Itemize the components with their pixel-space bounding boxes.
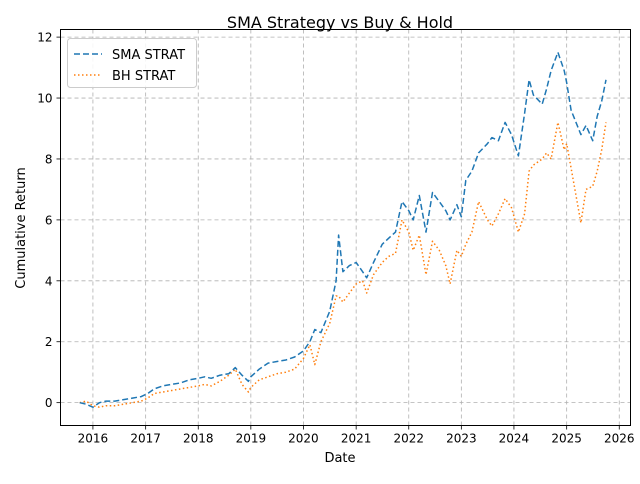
series-line-sma-strat bbox=[79, 51, 607, 408]
legend-label-bh-strat: BH STRAT bbox=[112, 69, 175, 84]
y-tick-label: 2 bbox=[45, 335, 53, 349]
grid bbox=[60, 29, 631, 426]
y-tick-label: 12 bbox=[37, 31, 52, 45]
y-tick-label: 10 bbox=[37, 92, 52, 106]
x-tick-label: 2023 bbox=[446, 432, 477, 446]
legend: SMA STRAT BH STRAT bbox=[67, 38, 197, 88]
x-axis-label: Date bbox=[324, 451, 355, 466]
x-tick-label: 2018 bbox=[183, 432, 214, 446]
x-tick-label: 2017 bbox=[130, 432, 161, 446]
legend-label-sma-strat: SMA STRAT bbox=[112, 48, 185, 63]
y-tick-label: 8 bbox=[45, 152, 53, 166]
x-tick-label: 2016 bbox=[78, 432, 109, 446]
y-tick-label: 4 bbox=[45, 274, 53, 288]
x-tick-label: 2024 bbox=[499, 432, 530, 446]
legend-box bbox=[67, 38, 197, 88]
x-tick-label: 2025 bbox=[551, 432, 582, 446]
y-tick-label: 6 bbox=[45, 213, 53, 227]
x-tick-label: 2022 bbox=[393, 432, 424, 446]
x-tick-label: 2020 bbox=[288, 432, 319, 446]
plot-frame bbox=[60, 29, 631, 426]
x-tick-label: 2019 bbox=[236, 432, 267, 446]
x-tick-label: 2026 bbox=[604, 432, 635, 446]
series-line-bh-strat bbox=[79, 121, 607, 408]
x-tick-label: 2021 bbox=[341, 432, 372, 446]
series-lines bbox=[79, 51, 607, 408]
y-tick-label: 0 bbox=[45, 396, 53, 410]
axis-ticks: 2016 2017 2018 2019 2020 2021 2022 2023 2024 2025… bbox=[37, 31, 634, 446]
chart-title: SMA Strategy vs Buy & Hold bbox=[227, 13, 453, 32]
y-axis-label: Cumulative Return bbox=[14, 167, 29, 288]
